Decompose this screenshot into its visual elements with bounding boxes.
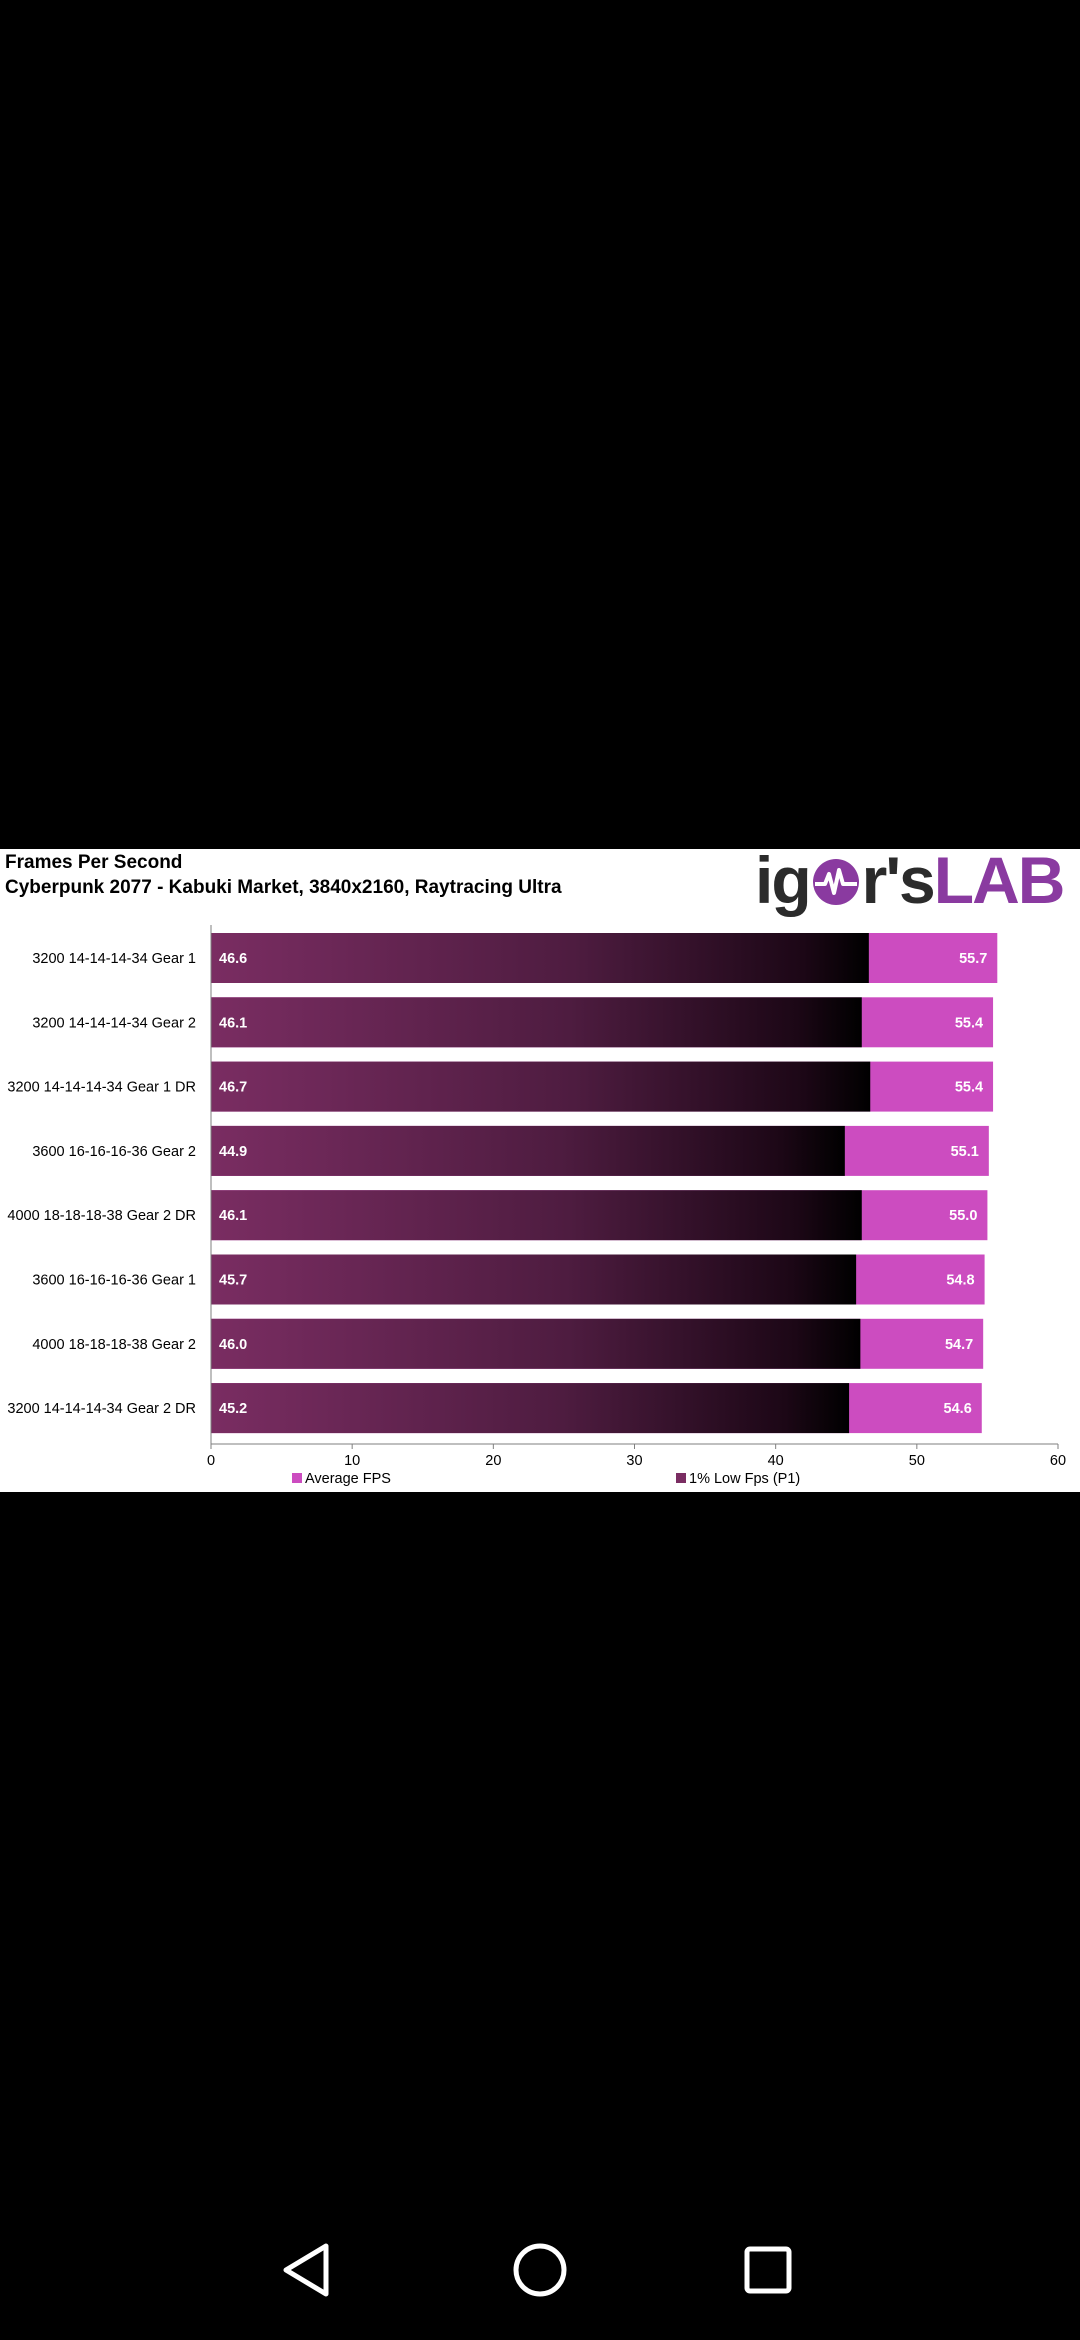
legend-average-fps-label: Average FPS — [305, 1471, 391, 1487]
data-label-average-fps: 55.0 — [949, 1208, 977, 1224]
triangle-back-icon — [283, 2243, 329, 2297]
bar-low-fps — [211, 1318, 861, 1369]
bar-low-fps — [211, 933, 869, 983]
category-label: 3200 14-14-14-34 Gear 1 DR — [7, 1080, 196, 1096]
bar-low-fps — [211, 1254, 857, 1305]
bar-chart-plot: 3200 14-14-14-34 Gear 1 46.6 55.7 3200 14-1… — [7, 925, 1066, 1487]
category-label: 4000 18-18-18-38 Gear 2 — [32, 1337, 196, 1353]
data-label-low-fps: 44.9 — [219, 1144, 247, 1160]
data-label-average-fps: 55.1 — [951, 1144, 979, 1160]
x-tick-label: 30 — [626, 1453, 642, 1469]
category-label: 3200 14-14-14-34 Gear 2 DR — [7, 1401, 196, 1417]
category-label: 3200 14-14-14-34 Gear 2 — [32, 1015, 196, 1031]
bar-low-fps — [211, 997, 862, 1048]
chart-card: Frames Per Second Cyberpunk 2077 - Kabuk… — [0, 849, 1080, 1492]
x-tick-label: 20 — [485, 1453, 501, 1469]
logo-text-lab: LAB — [933, 849, 1066, 917]
chart-title: Frames Per Second — [5, 852, 183, 873]
category-label: 3600 16-16-16-36 Gear 1 — [32, 1273, 196, 1289]
nav-home-button[interactable] — [492, 2222, 588, 2318]
legend-average-fps-swatch — [292, 1473, 302, 1483]
x-tick-label: 40 — [768, 1453, 784, 1469]
data-label-average-fps: 55.4 — [955, 1015, 983, 1031]
data-label-low-fps: 46.1 — [219, 1208, 247, 1224]
data-label-low-fps: 45.2 — [219, 1401, 247, 1417]
x-tick-label: 10 — [344, 1453, 360, 1469]
nav-recents-button[interactable] — [720, 2222, 816, 2318]
legend-low-fps-swatch — [676, 1473, 686, 1483]
data-label-low-fps: 46.6 — [219, 951, 247, 967]
legend-low-fps-label: 1% Low Fps (P1) — [689, 1471, 800, 1487]
data-label-average-fps: 55.7 — [959, 951, 987, 967]
x-tick-label: 60 — [1050, 1453, 1066, 1469]
circle-home-icon — [513, 2243, 567, 2297]
category-label: 3600 16-16-16-36 Gear 2 — [32, 1144, 196, 1160]
igorslab-logo: ig r's LAB — [755, 849, 1080, 917]
data-label-average-fps: 54.7 — [945, 1337, 973, 1353]
data-label-average-fps: 54.8 — [946, 1273, 974, 1289]
data-label-average-fps: 55.4 — [955, 1080, 983, 1096]
data-label-average-fps: 54.6 — [944, 1401, 972, 1417]
x-tick-label: 0 — [207, 1453, 215, 1469]
bar-low-fps — [211, 1125, 845, 1176]
data-label-low-fps: 46.7 — [219, 1080, 247, 1096]
logo-text-ig: ig — [755, 849, 812, 917]
bar-low-fps — [211, 1190, 862, 1241]
bar-low-fps — [211, 1061, 871, 1112]
logo-text-rs: r's — [861, 849, 936, 917]
system-navigation-bar — [0, 2200, 1080, 2340]
category-label: 3200 14-14-14-34 Gear 1 — [32, 951, 196, 967]
data-label-low-fps: 46.1 — [219, 1015, 247, 1031]
x-tick-label: 50 — [909, 1453, 925, 1469]
nav-back-button[interactable] — [260, 2222, 356, 2318]
square-recents-icon — [744, 2246, 792, 2294]
chart-subtitle: Cyberpunk 2077 - Kabuki Market, 3840x216… — [5, 877, 562, 898]
data-label-low-fps: 45.7 — [219, 1273, 247, 1289]
category-label: 4000 18-18-18-38 Gear 2 DR — [7, 1208, 196, 1224]
data-label-low-fps: 46.0 — [219, 1337, 247, 1353]
logo-heartbeat-icon — [812, 859, 859, 905]
bar-low-fps — [211, 1383, 850, 1434]
